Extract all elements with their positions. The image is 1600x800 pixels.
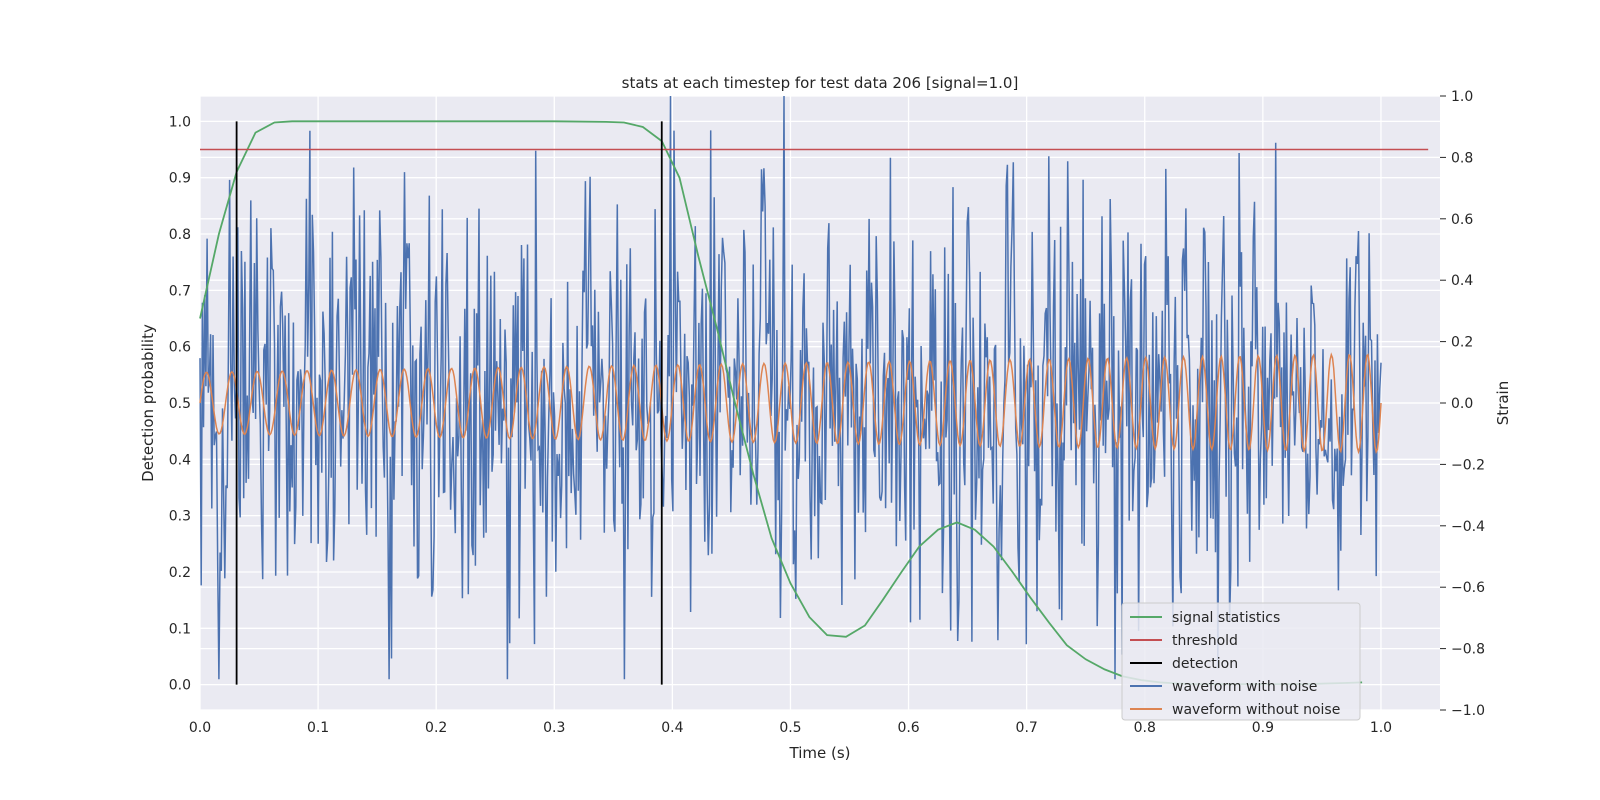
- legend-box: [1121, 602, 1361, 721]
- y-axis-right-label: Strain: [1494, 381, 1512, 425]
- y-tick-label: 0.5: [169, 396, 191, 412]
- y-right-tick-label: −1.0: [1451, 703, 1485, 719]
- y-right-tick-label: −0.2: [1451, 457, 1485, 473]
- legend-label-signal: signal statistics: [1172, 610, 1280, 626]
- x-tick-label: 0.3: [543, 720, 565, 736]
- legend-label-clean: waveform without noise: [1172, 702, 1340, 718]
- left-axis: 0.0 0.1 0.2 0.3 0.4 0.5 0.6 0.7 0.8 0.9 1.0: [169, 114, 191, 693]
- y-right-tick-label: 0.2: [1451, 335, 1473, 351]
- legend-label-threshold: threshold: [1172, 633, 1238, 649]
- y-right-tick-label: 0.4: [1451, 273, 1473, 289]
- x-tick-label: 0.6: [897, 720, 919, 736]
- y-tick-label: 0.2: [169, 565, 191, 581]
- x-tick-label: 0.1: [307, 720, 329, 736]
- y-right-tick-label: −0.8: [1451, 642, 1485, 658]
- y-right-tick-label: 1.0: [1451, 89, 1473, 105]
- y-tick-label: 0.7: [169, 283, 191, 299]
- x-axis: 0.0 0.1 0.2 0.3 0.4 0.5 0.6 0.7 0.8 0.9 1.0: [189, 720, 1392, 736]
- series-waveform-with-noise: [199, 95, 1382, 680]
- y-right-tick-label: −0.6: [1451, 580, 1485, 596]
- y-right-tick-label: 0.6: [1451, 212, 1473, 228]
- y-right-tick-label: −0.4: [1451, 519, 1485, 535]
- x-tick-label: 0.8: [1134, 720, 1156, 736]
- y-tick-label: 1.0: [169, 114, 191, 130]
- y-tick-label: 0.9: [169, 171, 191, 187]
- y-right-tick-label: 0.8: [1451, 150, 1473, 166]
- x-tick-label: 0.9: [1252, 720, 1274, 736]
- series-waveform-without-noise: [199, 352, 1382, 455]
- y-tick-label: 0.8: [169, 227, 191, 243]
- y-right-tick-label: 0.0: [1451, 396, 1473, 412]
- chart-title: stats at each timestep for test data 206…: [622, 74, 1019, 92]
- x-tick-label: 0.0: [189, 720, 211, 736]
- y-tick-label: 0.0: [169, 678, 191, 694]
- x-tick-label: 0.2: [425, 720, 447, 736]
- legend-label-detection: detection: [1172, 656, 1238, 672]
- right-axis: −1.0 −0.8 −0.6 −0.4 −0.2 0.0 0.2 0.4 0.6 0.8 1.0: [1440, 89, 1485, 719]
- y-tick-label: 0.3: [169, 509, 191, 525]
- legend-label-noisy: waveform with noise: [1172, 679, 1317, 695]
- x-tick-label: 1.0: [1370, 720, 1392, 736]
- y-tick-label: 0.4: [169, 452, 191, 468]
- x-tick-label: 0.7: [1016, 720, 1038, 736]
- y-axis-label: Detection probability: [139, 324, 157, 482]
- y-tick-label: 0.6: [169, 340, 191, 356]
- legend: signal statistics threshold detection wa…: [1121, 602, 1361, 721]
- x-axis-label: Time (s): [789, 744, 851, 762]
- x-tick-label: 0.4: [661, 720, 683, 736]
- x-tick-label: 0.5: [779, 720, 801, 736]
- y-tick-label: 0.1: [169, 621, 191, 637]
